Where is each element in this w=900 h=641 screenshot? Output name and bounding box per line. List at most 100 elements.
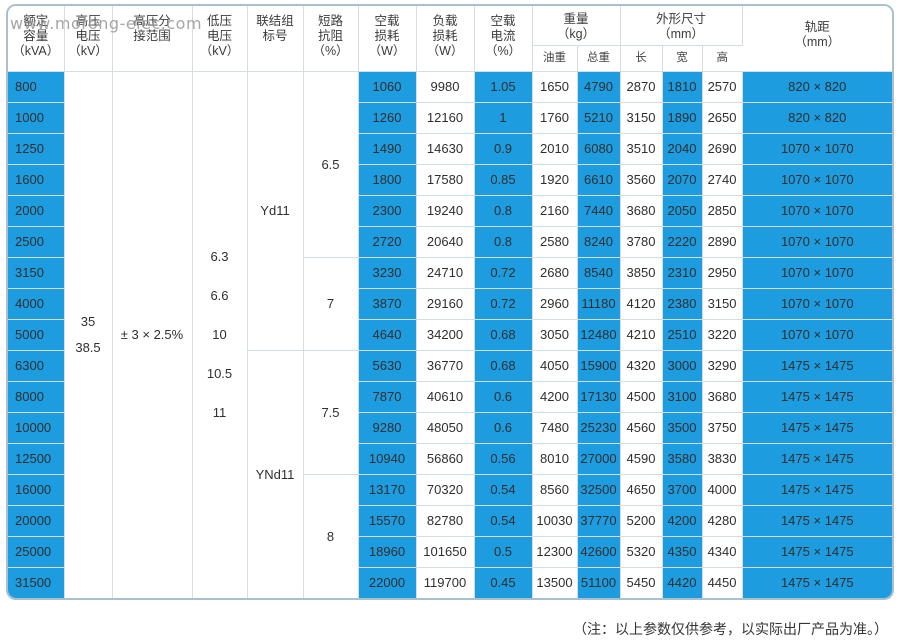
height-cell: 3150 (702, 288, 743, 320)
table-row: 8000 7870 40610 0.6 4200 17130 4500 3100 3680 147… (8, 381, 892, 413)
oil-weight-cell: 1760 (532, 102, 578, 134)
header-load-loss: 负载 损耗 （W） (416, 6, 475, 72)
length-cell: 5200 (620, 505, 663, 537)
width-cell: 4420 (662, 567, 703, 598)
oil-weight-cell: 4050 (532, 350, 578, 382)
rail-gauge-cell: 820 × 820 (742, 102, 892, 134)
load-loss-cell: 48050 (416, 412, 475, 444)
load-loss-cell: 17580 (416, 164, 475, 196)
capacity-cell: 1000 (8, 102, 65, 134)
transformer-spec-table: 额定 容量 （kVA） 高压 电压 （kV） 高压分 接范围 低压 电压 （kV） 联结组 标号… (8, 6, 892, 598)
load-loss-cell: 29160 (416, 288, 475, 320)
rail-gauge-cell: 1070 × 1070 (742, 195, 892, 227)
height-cell: 2570 (702, 71, 743, 103)
rail-gauge-cell: 1475 × 1475 (742, 474, 892, 506)
noload-current-cell: 0.9 (474, 133, 533, 165)
table-row: 10000 9280 48050 0.6 7480 25230 4560 3500 3750 14… (8, 412, 892, 444)
length-cell: 4560 (620, 412, 663, 444)
oil-weight-cell: 1920 (532, 164, 578, 196)
table-row: 12500 10940 56860 0.56 8010 27000 4590 3580 3830… (8, 443, 892, 475)
length-cell: 4590 (620, 443, 663, 475)
noload-loss-cell: 13170 (358, 474, 417, 506)
header-weight: 重量 （kg） (532, 6, 621, 46)
lv-voltage-value: 10 (212, 327, 227, 342)
noload-loss-cell: 1060 (358, 71, 417, 103)
header-hv-voltage: 高压 电压 （kV） (64, 6, 113, 72)
header-noload-loss: 空载 损耗 （W） (358, 6, 417, 72)
impedance-cell: 7.5 (303, 350, 359, 475)
width-cell: 2050 (662, 195, 703, 227)
load-loss-cell: 24710 (416, 257, 475, 289)
noload-current-cell: 0.5 (474, 536, 533, 568)
noload-loss-cell: 22000 (358, 567, 417, 598)
noload-loss-cell: 2720 (358, 226, 417, 258)
total-weight-cell: 42600 (577, 536, 621, 568)
lv-voltage-value: 6.3 (210, 249, 229, 264)
noload-loss-cell: 3870 (358, 288, 417, 320)
oil-weight-cell: 2160 (532, 195, 578, 227)
length-cell: 2870 (620, 71, 663, 103)
total-weight-cell: 6610 (577, 164, 621, 196)
impedance-cell: 6.5 (303, 71, 359, 258)
vector-group-cell: Yd11 (247, 71, 304, 351)
oil-weight-cell: 8560 (532, 474, 578, 506)
load-loss-cell: 9980 (416, 71, 475, 103)
table-row: 6300 YNd11 7.5 5630 36770 0.68 4050 15900 4320 30… (8, 350, 892, 598)
total-weight-cell: 12480 (577, 319, 621, 351)
lv-voltage-value: 11 (212, 405, 227, 420)
rail-gauge-cell: 1475 × 1475 (742, 536, 892, 568)
noload-current-cell: 0.68 (474, 350, 533, 382)
hv-voltage-cell: 35 38.5 (64, 71, 113, 598)
total-weight-cell: 37770 (577, 505, 621, 537)
noload-loss-cell: 4640 (358, 319, 417, 351)
oil-weight-cell: 10030 (532, 505, 578, 537)
impedance-cell: 7 (303, 257, 359, 351)
header-length: 长 (620, 45, 663, 72)
total-weight-cell: 25230 (577, 412, 621, 444)
lv-voltage-value: 10.5 (206, 366, 233, 381)
table-row: 1250 1490 14630 0.9 2010 6080 3510 2040 2690 1070… (8, 133, 892, 165)
width-cell: 4200 (662, 505, 703, 537)
height-cell: 4450 (702, 567, 743, 598)
width-cell: 1810 (662, 71, 703, 103)
height-cell: 4000 (702, 474, 743, 506)
total-weight-cell: 11180 (577, 288, 621, 320)
rail-gauge-cell: 1070 × 1070 (742, 319, 892, 351)
noload-current-cell: 0.8 (474, 195, 533, 227)
height-cell: 2890 (702, 226, 743, 258)
header-total-weight: 总重 (577, 45, 621, 72)
total-weight-cell: 6080 (577, 133, 621, 165)
length-cell: 5320 (620, 536, 663, 568)
table-row: 31500 22000 119700 0.45 13500 51100 5450 4420 44… (8, 567, 892, 598)
total-weight-cell: 8540 (577, 257, 621, 289)
capacity-cell: 16000 (8, 474, 65, 506)
header-impedance: 短路 抗阻 （%） (303, 6, 359, 72)
oil-weight-cell: 2580 (532, 226, 578, 258)
height-cell: 3830 (702, 443, 743, 475)
noload-loss-cell: 1800 (358, 164, 417, 196)
noload-current-cell: 0.85 (474, 164, 533, 196)
height-cell: 2850 (702, 195, 743, 227)
table-row: 800 35 38.5 ± 3 × 2.5% 6.3 6.6 10 10.5 11 Yd11 6.5… (8, 71, 892, 598)
capacity-cell: 2000 (8, 195, 65, 227)
load-loss-cell: 70320 (416, 474, 475, 506)
capacity-cell: 8000 (8, 381, 65, 413)
tap-range-cell: ± 3 × 2.5% (112, 71, 193, 598)
noload-current-cell: 0.6 (474, 381, 533, 413)
noload-current-cell: 0.56 (474, 443, 533, 475)
oil-weight-cell: 7480 (532, 412, 578, 444)
noload-loss-cell: 15570 (358, 505, 417, 537)
oil-weight-cell: 2960 (532, 288, 578, 320)
width-cell: 4350 (662, 536, 703, 568)
capacity-cell: 6300 (8, 350, 65, 382)
capacity-cell: 10000 (8, 412, 65, 444)
capacity-cell: 20000 (8, 505, 65, 537)
header-oil-weight: 油重 (532, 45, 578, 72)
length-cell: 3850 (620, 257, 663, 289)
load-loss-cell: 56860 (416, 443, 475, 475)
height-cell: 2690 (702, 133, 743, 165)
load-loss-cell: 19240 (416, 195, 475, 227)
total-weight-cell: 8240 (577, 226, 621, 258)
vector-group-cell: YNd11 (247, 350, 304, 598)
width-cell: 3580 (662, 443, 703, 475)
